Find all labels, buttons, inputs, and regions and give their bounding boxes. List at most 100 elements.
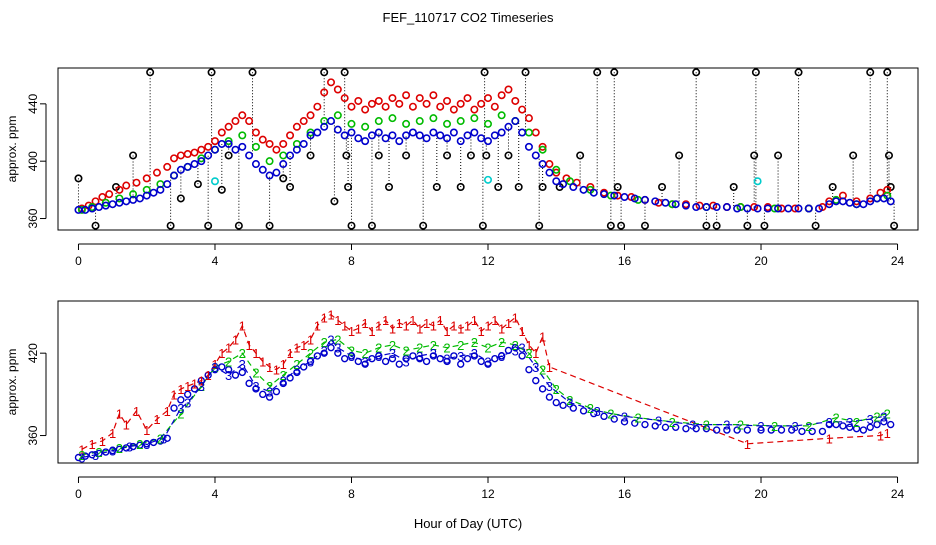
red-point xyxy=(876,188,885,197)
red-point xyxy=(449,105,458,114)
blue-marker-label: 3 xyxy=(321,343,328,358)
blue-point xyxy=(852,424,861,433)
red-marker-label: 1 xyxy=(334,313,341,328)
black-point xyxy=(466,151,475,160)
blue-point xyxy=(484,360,492,368)
blue-point xyxy=(374,128,383,137)
black-point xyxy=(617,221,626,230)
red-marker-label: 1 xyxy=(321,310,328,325)
red-marker-label: 1 xyxy=(198,374,205,389)
blue-series-line xyxy=(81,338,885,459)
blue-point xyxy=(681,201,690,210)
green-marker-label: 2 xyxy=(402,343,409,358)
blue-marker-label: 3 xyxy=(792,419,799,434)
green-series-line xyxy=(81,338,888,456)
black-point xyxy=(692,68,701,77)
black-point xyxy=(478,221,487,230)
red-marker-label: 1 xyxy=(396,316,403,331)
red-marker-label: 1 xyxy=(232,332,239,347)
black-point xyxy=(593,68,602,77)
green-point xyxy=(456,117,465,126)
green-point xyxy=(265,157,274,166)
black-point xyxy=(234,221,243,230)
blue-point xyxy=(886,197,895,206)
blue-point xyxy=(429,352,438,360)
red-marker-label: 1 xyxy=(273,363,280,378)
black-point xyxy=(884,151,893,160)
black-point xyxy=(521,68,530,77)
blue-point xyxy=(777,426,786,434)
red-marker-label: 1 xyxy=(409,313,416,328)
black-point xyxy=(494,182,503,191)
green-marker-label: 2 xyxy=(587,401,594,416)
black-point xyxy=(166,221,175,230)
blue-marker-label: 3 xyxy=(519,341,526,356)
x-tick-label: 4 xyxy=(212,487,219,501)
blue-point xyxy=(306,357,315,366)
blue-point xyxy=(504,346,513,355)
red-marker-label: 1 xyxy=(225,341,232,356)
red-point xyxy=(286,131,295,140)
black-point xyxy=(760,221,769,230)
red-marker-label: 1 xyxy=(293,341,300,356)
green-point xyxy=(388,114,397,123)
red-marker-label: 1 xyxy=(464,319,471,334)
blue-marker-label: 3 xyxy=(498,349,505,364)
black-point xyxy=(675,151,684,160)
red-marker-label: 1 xyxy=(443,324,450,339)
blue-point xyxy=(245,379,253,388)
red-marker-label: 1 xyxy=(416,321,423,336)
green-marker-label: 2 xyxy=(457,338,464,353)
blue-point xyxy=(620,418,629,426)
blue-marker-label: 3 xyxy=(184,396,191,411)
blue-point xyxy=(463,131,472,140)
blue-point xyxy=(590,409,598,418)
black-point xyxy=(482,151,491,160)
red-marker-label: 1 xyxy=(478,324,485,339)
blue-point xyxy=(204,151,213,160)
blue-point xyxy=(436,131,445,140)
red-point xyxy=(333,85,342,94)
blue-marker-label: 3 xyxy=(239,357,246,372)
blue-point xyxy=(292,145,301,154)
blue-point xyxy=(340,131,349,140)
blue-point xyxy=(176,165,185,174)
blue-point xyxy=(531,151,540,160)
blue-point xyxy=(313,128,322,137)
blue-point xyxy=(395,137,404,146)
blue-marker-label: 3 xyxy=(143,437,150,452)
x-tick-label: 20 xyxy=(754,487,768,501)
blue-point xyxy=(354,357,363,366)
blue-point xyxy=(238,142,247,151)
blue-point xyxy=(259,390,267,399)
x-tick-label: 8 xyxy=(348,254,355,268)
blue-marker-label: 3 xyxy=(293,363,300,378)
blue-point xyxy=(327,117,336,126)
blue-point xyxy=(702,203,711,212)
blue-point xyxy=(129,442,137,451)
red-marker-label: 1 xyxy=(153,412,160,427)
blue-point xyxy=(361,360,369,368)
blue-point xyxy=(122,444,130,452)
blue-marker-label: 3 xyxy=(78,451,85,466)
red-marker-label: 1 xyxy=(164,404,171,419)
blue-point xyxy=(224,365,233,374)
red-marker-label: 1 xyxy=(245,338,252,353)
blue-point xyxy=(333,125,342,134)
blue-marker-label: 3 xyxy=(512,343,519,358)
figure-x-axis-label: Hour of Day (UTC) xyxy=(414,516,522,531)
blue-point xyxy=(552,398,560,407)
red-marker-label: 1 xyxy=(280,357,287,372)
black-point xyxy=(794,68,803,77)
blue-point xyxy=(559,180,568,189)
red-marker-label: 1 xyxy=(382,313,389,328)
green-marker-label: 2 xyxy=(78,448,85,463)
blue-point xyxy=(286,374,294,382)
blue-point xyxy=(579,407,588,415)
red-point xyxy=(415,94,424,103)
red-point xyxy=(320,88,329,97)
black-point xyxy=(265,221,274,230)
blue-point xyxy=(211,365,219,374)
red-point xyxy=(176,151,185,160)
green-marker-label: 2 xyxy=(669,415,676,430)
